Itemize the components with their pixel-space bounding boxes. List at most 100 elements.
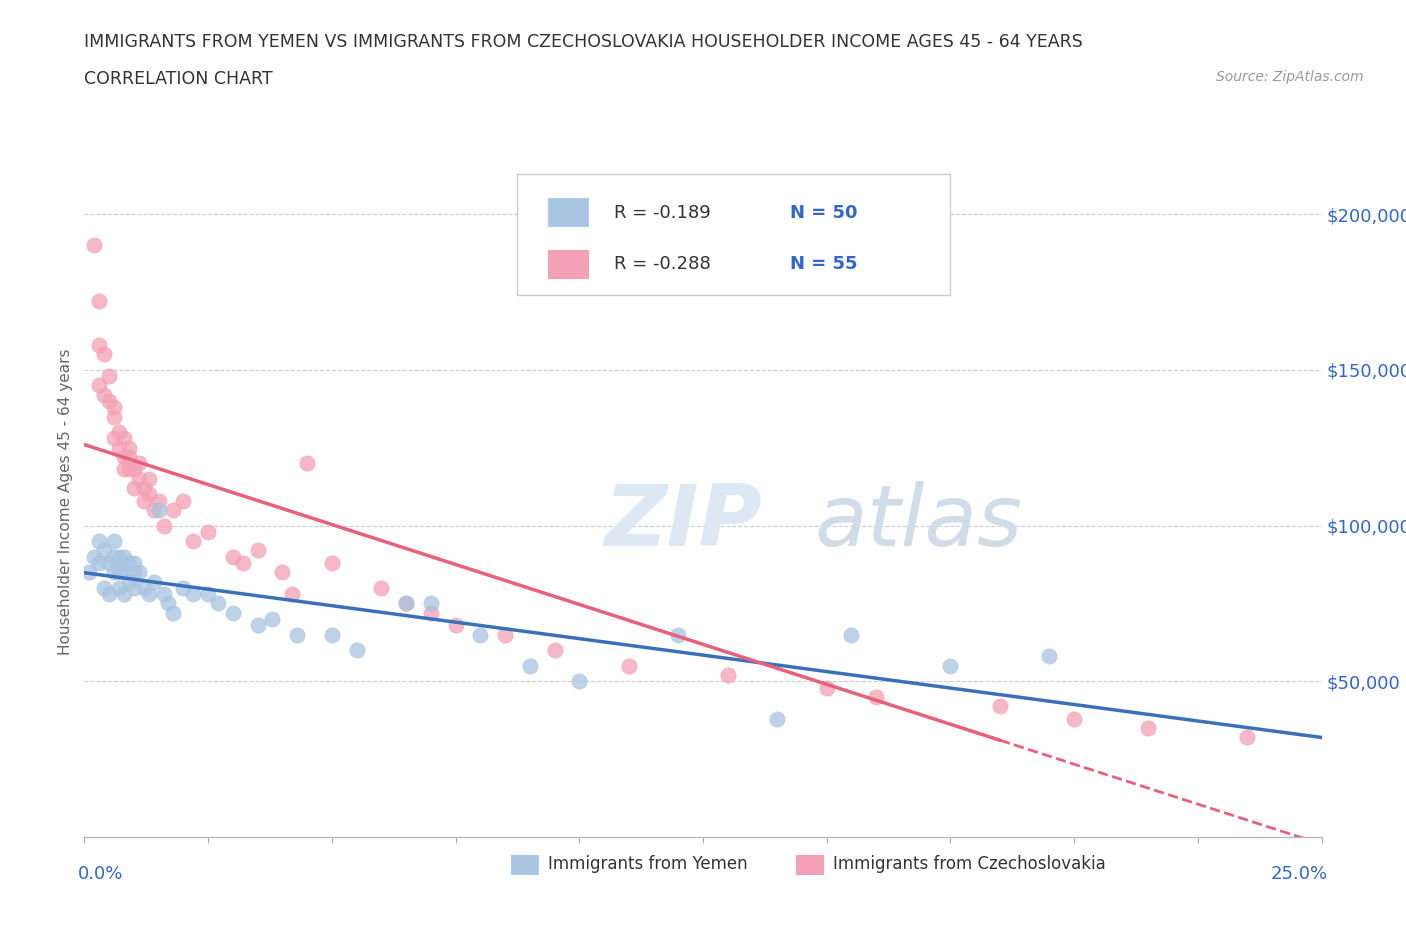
Point (766, 711, 789, 726)
Point (108, 565, 131, 579)
Point (142, 502, 165, 517)
Point (568, 674, 591, 689)
Point (93, 543, 115, 558)
Point (128, 565, 150, 579)
Point (207, 596, 229, 611)
Text: Immigrants from Yemen: Immigrants from Yemen (548, 856, 748, 873)
Point (98, 368, 121, 383)
Point (122, 462, 145, 477)
Point (108, 580, 131, 595)
Point (295, 456, 318, 471)
Point (197, 525, 219, 539)
Point (841, 627, 863, 642)
Text: 25.0%: 25.0% (1271, 865, 1327, 883)
Point (395, 596, 418, 611)
Point (666, 627, 689, 642)
Point (988, 698, 1011, 713)
Point (103, 400, 125, 415)
Point (112, 431, 135, 445)
Point (617, 658, 640, 673)
Point (98, 555, 121, 570)
Point (1038, 649, 1060, 664)
Point (222, 605, 245, 620)
Text: N = 55: N = 55 (790, 256, 858, 273)
Point (162, 605, 184, 620)
Text: ZIP: ZIP (605, 481, 762, 564)
Point (98, 393, 121, 408)
Point (112, 565, 135, 579)
Point (222, 550, 245, 565)
Point (152, 587, 174, 602)
Point (419, 596, 441, 611)
Bar (548, 250, 588, 278)
Text: N = 50: N = 50 (790, 204, 858, 222)
Point (162, 502, 184, 517)
Point (470, 627, 492, 642)
Point (197, 587, 219, 602)
Point (122, 565, 145, 579)
Point (103, 431, 125, 445)
Text: Immigrants from Czechoslovakia: Immigrants from Czechoslovakia (832, 856, 1105, 873)
Point (262, 612, 284, 627)
Point (717, 668, 740, 683)
Point (370, 580, 392, 595)
Point (1137, 721, 1160, 736)
Point (543, 643, 565, 658)
Text: Source: ZipAtlas.com: Source: ZipAtlas.com (1216, 70, 1364, 84)
Point (232, 555, 254, 570)
Point (142, 574, 165, 589)
Point (172, 493, 194, 508)
Point (419, 605, 441, 620)
Point (138, 472, 160, 486)
Point (108, 425, 131, 440)
Point (138, 587, 160, 602)
Point (1236, 730, 1258, 745)
Point (132, 493, 155, 508)
FancyBboxPatch shape (517, 174, 950, 295)
Point (103, 534, 125, 549)
Point (519, 658, 541, 673)
Point (865, 689, 887, 704)
Point (98, 587, 121, 602)
Y-axis label: Householder Income Ages 45 - 64 years: Householder Income Ages 45 - 64 years (58, 349, 73, 656)
Point (494, 627, 516, 642)
Point (939, 658, 962, 673)
Point (122, 580, 145, 595)
Point (122, 481, 145, 496)
Point (444, 618, 467, 632)
Text: IMMIGRANTS FROM YEMEN VS IMMIGRANTS FROM CZECHOSLOVAKIA HOUSEHOLDER INCOME AGES : IMMIGRANTS FROM YEMEN VS IMMIGRANTS FROM… (84, 33, 1083, 50)
Point (108, 440, 131, 455)
Point (152, 518, 174, 533)
Point (815, 680, 838, 695)
Point (112, 550, 135, 565)
Point (112, 462, 135, 477)
Point (181, 587, 204, 602)
Point (321, 555, 343, 570)
Point (246, 543, 269, 558)
Bar (548, 198, 588, 226)
Point (138, 487, 160, 502)
Point (128, 456, 150, 471)
Point (181, 534, 204, 549)
Point (103, 409, 125, 424)
Point (93, 387, 115, 402)
Point (1063, 711, 1085, 726)
Point (83, 550, 105, 565)
Point (118, 555, 141, 570)
Point (89, 338, 111, 352)
Point (172, 580, 194, 595)
Text: atlas: atlas (814, 481, 1022, 564)
Bar (512, 855, 538, 874)
Point (118, 449, 141, 464)
Point (281, 587, 304, 602)
Point (89, 294, 111, 309)
Point (132, 580, 155, 595)
Point (122, 555, 145, 570)
Point (148, 493, 170, 508)
Point (89, 555, 111, 570)
Text: 0.0%: 0.0% (79, 865, 124, 883)
Point (118, 574, 141, 589)
Point (118, 462, 141, 477)
Point (132, 481, 155, 496)
Point (118, 440, 141, 455)
